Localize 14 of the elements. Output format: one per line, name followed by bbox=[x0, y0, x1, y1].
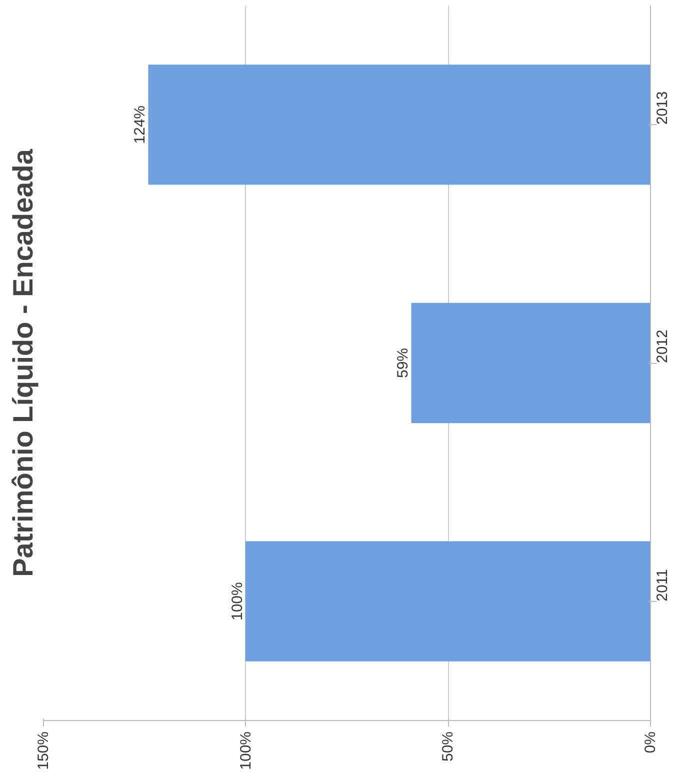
y-tick-label: 2011 bbox=[654, 569, 671, 602]
data-label: 100% bbox=[228, 582, 246, 621]
data-label: 124% bbox=[132, 105, 149, 144]
bar bbox=[411, 302, 650, 424]
x-tick-label: 100% bbox=[237, 731, 254, 770]
x-tick-label: 0% bbox=[642, 731, 659, 754]
y-tick-label: 2013 bbox=[654, 91, 671, 125]
data-label: 59% bbox=[394, 348, 412, 378]
x-tick-label: 150% bbox=[35, 731, 52, 770]
x-tick-label: 50% bbox=[440, 731, 457, 762]
bar bbox=[245, 541, 650, 662]
bar bbox=[148, 64, 650, 185]
y-tick-label: 2012 bbox=[654, 330, 671, 363]
text: Patrimônio Líquido - Encadeada bbox=[8, 148, 38, 577]
